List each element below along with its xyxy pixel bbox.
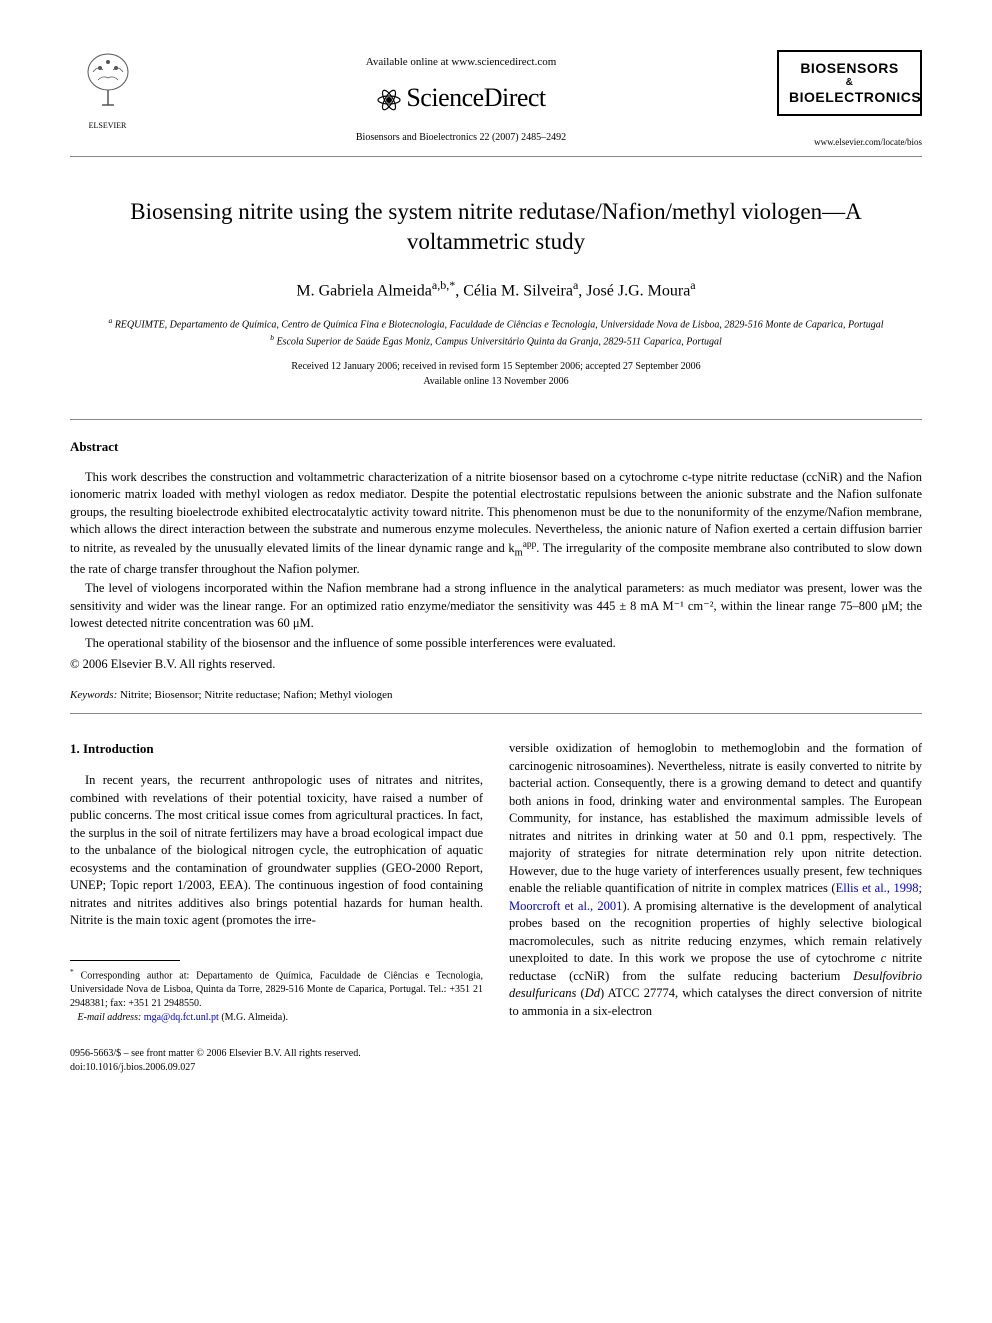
abstract-heading: Abstract: [70, 438, 922, 456]
article-dates: Received 12 January 2006; received in re…: [70, 359, 922, 389]
footnote-email-line: E-mail address: mga@dq.fct.unl.pt (M.G. …: [70, 1011, 483, 1025]
journal-url: www.elsevier.com/locate/bios: [777, 136, 922, 149]
journal-name-box: BIOSENSORS & BIOELECTRONICS: [777, 50, 922, 116]
affiliations: a REQUIMTE, Departamento de Química, Cen…: [70, 315, 922, 350]
available-online-text: Available online at www.sciencedirect.co…: [145, 55, 777, 70]
divider-top: [70, 419, 922, 420]
journal-reference: Biosensors and Bioelectronics 22 (2007) …: [145, 131, 777, 145]
dates-received: Received 12 January 2006; received in re…: [291, 361, 700, 372]
author-1-sup: a,b,: [432, 278, 449, 292]
author-2: , Célia M. Silveira: [455, 282, 573, 299]
intro-col2-text: versible oxidization of hemoglobin to me…: [509, 740, 922, 1020]
abstract-p1: This work describes the construction and…: [70, 469, 922, 579]
author-1: M. Gabriela Almeida: [296, 282, 432, 299]
affil-b: Escola Superior de Saúde Egas Moniz, Cam…: [274, 336, 722, 347]
abstract-p3: The operational stability of the biosens…: [70, 635, 922, 653]
authors-line: M. Gabriela Almeidaa,b,*, Célia M. Silve…: [70, 277, 922, 303]
page-footer: 0956-5663/$ – see front matter © 2006 El…: [70, 1047, 922, 1075]
header-center: Available online at www.sciencedirect.co…: [145, 50, 777, 145]
column-left: 1. Introduction In recent years, the rec…: [70, 740, 483, 1025]
intro-col1-text: In recent years, the recurrent anthropol…: [70, 772, 483, 930]
footnote-email-name: (M.G. Almeida).: [219, 1012, 288, 1023]
sciencedirect-text: ScienceDirect: [406, 83, 545, 112]
abstract-p1-sub: m: [515, 547, 523, 558]
intro-col2-a: versible oxidization of hemoglobin to me…: [509, 741, 922, 895]
sciencedirect-brand: ScienceDirect: [145, 80, 777, 116]
journal-name-line1: BIOSENSORS: [789, 60, 910, 77]
intro-col2-d: (: [576, 986, 584, 1000]
intro-col2-e-ital: Dd: [585, 986, 600, 1000]
divider-bottom: [70, 713, 922, 714]
footnote-divider: [70, 960, 180, 961]
abstract-p2: The level of viologens incorporated with…: [70, 580, 922, 633]
footnote-email-label: E-mail address:: [78, 1012, 142, 1023]
intro-heading: 1. Introduction: [70, 740, 483, 758]
journal-name-line2: BIOELECTRONICS: [789, 89, 910, 106]
journal-name-amp: &: [789, 77, 910, 89]
keywords-line: Keywords: Nitrite; Biosensor; Nitrite re…: [70, 688, 922, 703]
footnote-corresponding-text: Corresponding author at: Departamento de…: [70, 970, 483, 1009]
article-title: Biosensing nitrite using the system nitr…: [70, 197, 922, 257]
elsevier-logo: ELSEVIER: [70, 50, 145, 131]
dates-online: Available online 13 November 2006: [423, 376, 568, 387]
abstract-p1-sup: app: [523, 540, 537, 550]
keywords-text: Nitrite; Biosensor; Nitrite reductase; N…: [117, 689, 392, 701]
footer-issn: 0956-5663/$ – see front matter © 2006 El…: [70, 1047, 922, 1061]
column-right: versible oxidization of hemoglobin to me…: [509, 740, 922, 1025]
footer-doi: doi:10.1016/j.bios.2006.09.027: [70, 1061, 922, 1075]
elsevier-label: ELSEVIER: [70, 120, 145, 131]
footnote-email-link[interactable]: mga@dq.fct.unl.pt: [141, 1012, 219, 1023]
footnote-corresponding: * Corresponding author at: Departamento …: [70, 967, 483, 1011]
header-right-block: BIOSENSORS & BIOELECTRONICS www.elsevier…: [777, 50, 922, 148]
affil-a: REQUIMTE, Departamento de Química, Centr…: [112, 319, 883, 330]
sciencedirect-icon: [376, 87, 402, 113]
body-columns: 1. Introduction In recent years, the rec…: [70, 740, 922, 1025]
author-3-sup: a: [690, 278, 695, 292]
keywords-label: Keywords:: [70, 689, 117, 701]
page-header: ELSEVIER Available online at www.science…: [70, 50, 922, 157]
abstract-copyright: © 2006 Elsevier B.V. All rights reserved…: [70, 656, 922, 674]
abstract-body: This work describes the construction and…: [70, 469, 922, 674]
author-3: , José J.G. Moura: [578, 282, 690, 299]
